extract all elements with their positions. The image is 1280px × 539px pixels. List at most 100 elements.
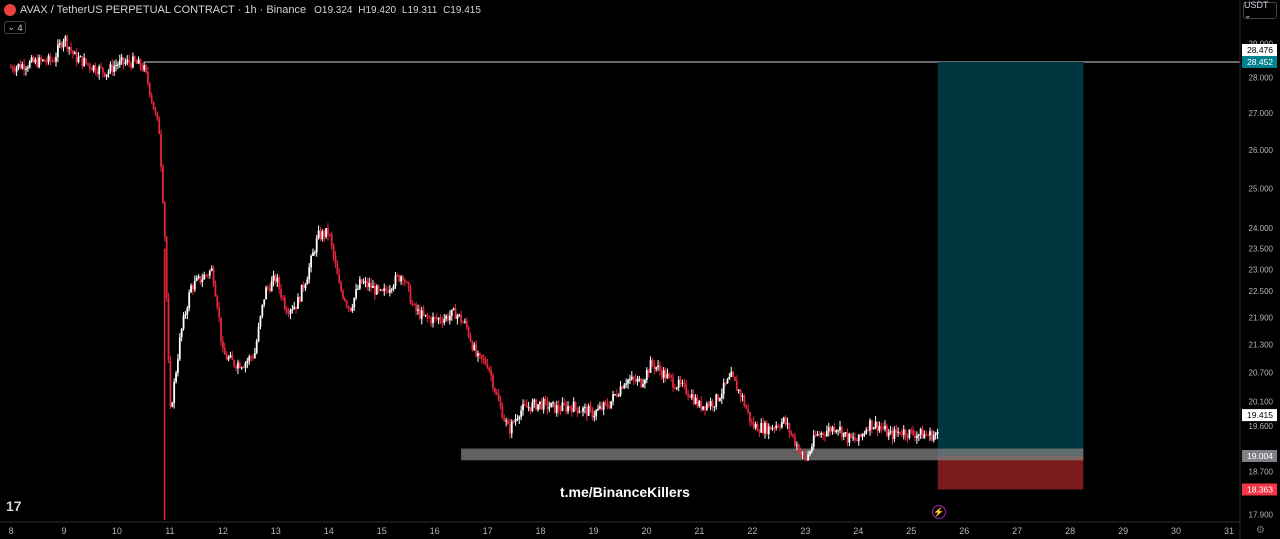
candle-body bbox=[505, 420, 508, 422]
candle-body bbox=[760, 423, 763, 433]
symbol-title[interactable]: AVAX / TetherUS PERPETUAL CONTRACT · 1h … bbox=[20, 4, 307, 16]
candle-body bbox=[608, 406, 611, 409]
candle-body bbox=[837, 430, 840, 432]
candle-body bbox=[118, 60, 121, 65]
candle-body bbox=[668, 373, 671, 376]
candle-body bbox=[522, 404, 524, 411]
candle-body bbox=[829, 427, 832, 432]
candle-body bbox=[225, 354, 228, 360]
candle-body bbox=[162, 166, 164, 203]
candle-body bbox=[762, 423, 764, 434]
candle-body bbox=[848, 433, 851, 443]
candle-body bbox=[533, 399, 536, 403]
indicator-collapse-button[interactable]: ⌄ 4 bbox=[4, 21, 26, 34]
candle-body bbox=[255, 341, 258, 353]
candle-body bbox=[152, 101, 155, 110]
open-value: 19.324 bbox=[321, 4, 353, 16]
candle-body bbox=[456, 315, 459, 319]
candle-body bbox=[319, 230, 322, 240]
candle-body bbox=[690, 394, 693, 398]
candle-body bbox=[43, 59, 46, 62]
time-tick-label: 15 bbox=[377, 526, 387, 536]
candle-body bbox=[700, 401, 703, 410]
candle-body bbox=[452, 308, 455, 310]
price-tick-label: 27.000 bbox=[1249, 109, 1274, 118]
candle-body bbox=[197, 276, 200, 278]
candle-body bbox=[208, 270, 211, 276]
candle-body bbox=[83, 58, 86, 67]
candle-body bbox=[360, 279, 363, 284]
candle-body bbox=[792, 434, 795, 437]
candle-body bbox=[169, 360, 172, 407]
candle-body bbox=[634, 379, 637, 382]
candle-body bbox=[90, 68, 93, 71]
candle-body bbox=[717, 394, 719, 401]
tradingview-logo-icon[interactable]: 17 bbox=[6, 498, 22, 514]
time-tick-label: 21 bbox=[694, 526, 704, 536]
candle-body bbox=[914, 434, 916, 439]
chart-header: AVAX / TetherUS PERPETUAL CONTRACT · 1h … bbox=[4, 3, 484, 17]
candle-body bbox=[715, 394, 718, 407]
candle-body bbox=[327, 227, 329, 235]
candle-body bbox=[184, 314, 187, 316]
candle-body bbox=[257, 326, 260, 342]
candle-body bbox=[773, 427, 776, 429]
candle-body bbox=[878, 426, 881, 431]
candle-body bbox=[651, 360, 654, 364]
candle-body bbox=[644, 379, 646, 384]
candle-body bbox=[732, 371, 734, 377]
candle-body bbox=[779, 426, 781, 428]
candle-body bbox=[585, 406, 588, 416]
candle-body bbox=[600, 406, 603, 410]
current-price-label-box bbox=[1242, 409, 1277, 422]
gear-icon[interactable]: ⚙ bbox=[1256, 525, 1265, 536]
candle-body bbox=[503, 418, 506, 421]
candle-body bbox=[917, 434, 920, 436]
currency-button[interactable]: USDT ⌄ bbox=[1243, 0, 1277, 20]
candle-body bbox=[377, 285, 380, 290]
candle-body bbox=[919, 429, 922, 435]
candle-body bbox=[923, 434, 926, 439]
time-tick-label: 18 bbox=[536, 526, 546, 536]
candle-body bbox=[293, 306, 296, 310]
candle-body bbox=[794, 436, 796, 446]
time-tick-label: 26 bbox=[959, 526, 969, 536]
candle-body bbox=[467, 326, 470, 337]
candle-body bbox=[102, 67, 104, 73]
candle-body bbox=[807, 454, 810, 461]
candle-body bbox=[891, 431, 894, 440]
candle-body bbox=[158, 118, 161, 135]
candle-body bbox=[214, 284, 217, 297]
candle-body bbox=[265, 287, 267, 300]
candle-body bbox=[274, 275, 277, 282]
candle-body bbox=[683, 382, 686, 384]
candle-body bbox=[599, 406, 601, 409]
candle-body bbox=[801, 452, 804, 454]
candle-body bbox=[358, 279, 361, 289]
candle-body bbox=[822, 433, 825, 436]
candle-body bbox=[193, 280, 196, 290]
candle-body bbox=[876, 421, 879, 431]
candle-body bbox=[615, 394, 618, 397]
candle-body bbox=[471, 341, 474, 350]
candle-body bbox=[443, 318, 446, 323]
candle-body bbox=[68, 47, 71, 49]
candle-body bbox=[565, 404, 568, 412]
candle-body bbox=[570, 408, 573, 412]
candle-body bbox=[105, 74, 108, 77]
candle-body bbox=[782, 417, 785, 422]
candle-body bbox=[41, 59, 44, 61]
candle-body bbox=[171, 402, 174, 407]
candle-body bbox=[285, 308, 288, 314]
current-price-label: 19.415 bbox=[1247, 410, 1273, 420]
candle-body bbox=[694, 397, 697, 404]
candle-body bbox=[439, 318, 442, 321]
candle-body bbox=[512, 421, 515, 423]
candle-body bbox=[107, 71, 110, 75]
lightning-icon[interactable]: ⚡ bbox=[932, 505, 946, 519]
time-tick-label: 30 bbox=[1171, 526, 1181, 536]
candle-body bbox=[398, 275, 401, 282]
candle-body bbox=[321, 231, 324, 240]
candle-body bbox=[758, 431, 761, 433]
